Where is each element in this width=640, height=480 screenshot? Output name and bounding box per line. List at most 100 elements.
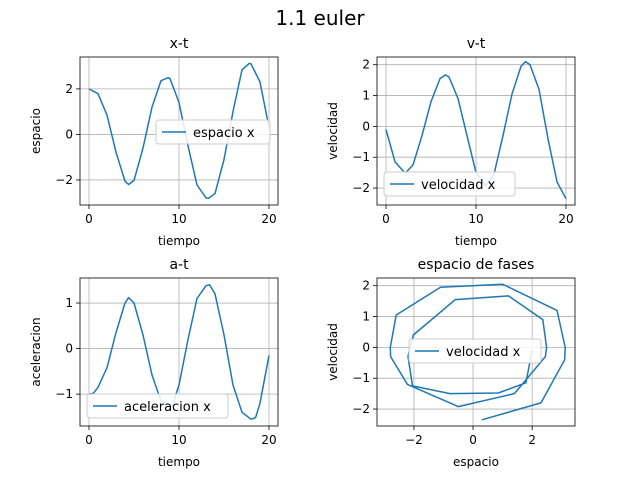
data-point — [232, 384, 233, 385]
y-tick-label: −2 — [352, 402, 370, 416]
x-tick-label: 0 — [85, 212, 93, 226]
y-axis-label: espacio — [29, 108, 43, 154]
data-point — [407, 384, 408, 385]
subplot-xt: 0 10 20 −2 0 2 x-t tiempo espacio espacio x — [29, 36, 279, 248]
data-point — [542, 319, 543, 320]
y-tick-label: 0 — [362, 340, 370, 354]
data-point — [412, 164, 413, 165]
data-point — [160, 80, 161, 81]
data-point — [514, 393, 515, 394]
x-axis-label: tiempo — [158, 234, 200, 248]
y-tick-label: 2 — [65, 82, 73, 96]
y-axis-label: aceleracion — [29, 317, 43, 386]
data-point — [481, 419, 482, 420]
data-point — [178, 384, 179, 385]
subplot-title: a-t — [169, 257, 189, 273]
data-point — [106, 367, 107, 368]
data-point — [128, 184, 129, 185]
data-point — [115, 332, 116, 333]
data-point — [214, 293, 215, 294]
y-tick-label: 0 — [362, 119, 370, 133]
data-point — [214, 193, 215, 194]
legend-box — [383, 171, 516, 197]
legend-label: espacio x — [193, 126, 255, 141]
data-point — [124, 181, 125, 182]
data-point — [564, 359, 565, 360]
data-point — [241, 69, 242, 70]
y-tick-label: −1 — [55, 387, 73, 401]
data-point — [223, 334, 224, 335]
data-point — [205, 197, 206, 198]
data-point — [458, 406, 459, 407]
data-point — [208, 198, 209, 199]
data-point — [205, 285, 206, 286]
y-tick-label: 1 — [65, 296, 73, 310]
data-point — [169, 78, 170, 79]
x-axis-label: espacio — [453, 455, 499, 469]
data-point — [115, 152, 116, 153]
subplot-fases: −2 0 2 −2 −1 0 1 2 espacio de fases espacio veloci… — [326, 257, 576, 469]
data-point — [445, 74, 446, 75]
data-point — [502, 284, 503, 285]
y-tick-label: 2 — [362, 279, 370, 293]
x-tick-label: 0 — [382, 212, 390, 226]
data-point — [106, 115, 107, 116]
data-point — [545, 356, 546, 357]
data-point — [187, 339, 188, 340]
data-point — [196, 298, 197, 299]
x-axis-label: tiempo — [455, 234, 497, 248]
data-point — [133, 302, 134, 303]
y-axis-label: velocidad — [326, 323, 340, 381]
y-tick-label: −2 — [352, 181, 370, 195]
data-point — [455, 299, 456, 300]
y-tick-label: 0 — [65, 127, 73, 141]
y-tick-label: 1 — [362, 89, 370, 103]
x-axis-label: tiempo — [158, 455, 200, 469]
data-point — [259, 403, 260, 404]
y-tick-label: 0 — [65, 342, 73, 356]
x-tick-label: 0 — [85, 433, 93, 447]
data-point — [394, 161, 395, 162]
x-tick-label: 0 — [469, 433, 477, 447]
data-point — [457, 98, 458, 99]
data-point — [502, 135, 503, 136]
data-point — [168, 77, 169, 78]
data-point — [546, 347, 547, 348]
legend: aceleracion x — [86, 393, 229, 419]
data-point — [556, 181, 557, 182]
data-point — [97, 387, 98, 388]
legend-label: velocidad x — [446, 345, 521, 360]
data-point — [178, 102, 179, 103]
series-line — [88, 62, 270, 199]
legend: velocidad x — [408, 338, 542, 364]
legend-box — [155, 119, 271, 145]
data-point — [187, 145, 188, 146]
x-tick-label: 20 — [558, 212, 573, 226]
legend: velocidad x — [383, 171, 516, 197]
data-point — [196, 184, 197, 185]
data-point — [529, 64, 530, 65]
legend: espacio x — [155, 119, 271, 145]
data-point — [390, 347, 391, 348]
x-tick-label: 20 — [261, 212, 276, 226]
y-tick-label: 1 — [362, 310, 370, 324]
subplot-title: espacio de fases — [418, 257, 535, 273]
data-point — [249, 63, 250, 64]
data-point — [250, 419, 251, 420]
x-tick-label: −2 — [405, 433, 423, 447]
y-tick-label: −1 — [352, 150, 370, 164]
data-point — [520, 66, 521, 67]
subplot-at: 0 10 20 −1 0 1 a-t tiempo aceleracion aceleracion… — [29, 257, 279, 469]
legend-label: velocidad x — [421, 178, 496, 193]
data-point — [525, 382, 526, 383]
data-point — [142, 148, 143, 149]
legend-box — [86, 393, 229, 419]
data-point — [498, 392, 499, 393]
data-point — [209, 284, 210, 285]
data-point — [124, 302, 125, 303]
data-point — [439, 78, 440, 79]
data-point — [466, 135, 467, 136]
data-point — [151, 374, 152, 375]
data-point — [440, 287, 441, 288]
